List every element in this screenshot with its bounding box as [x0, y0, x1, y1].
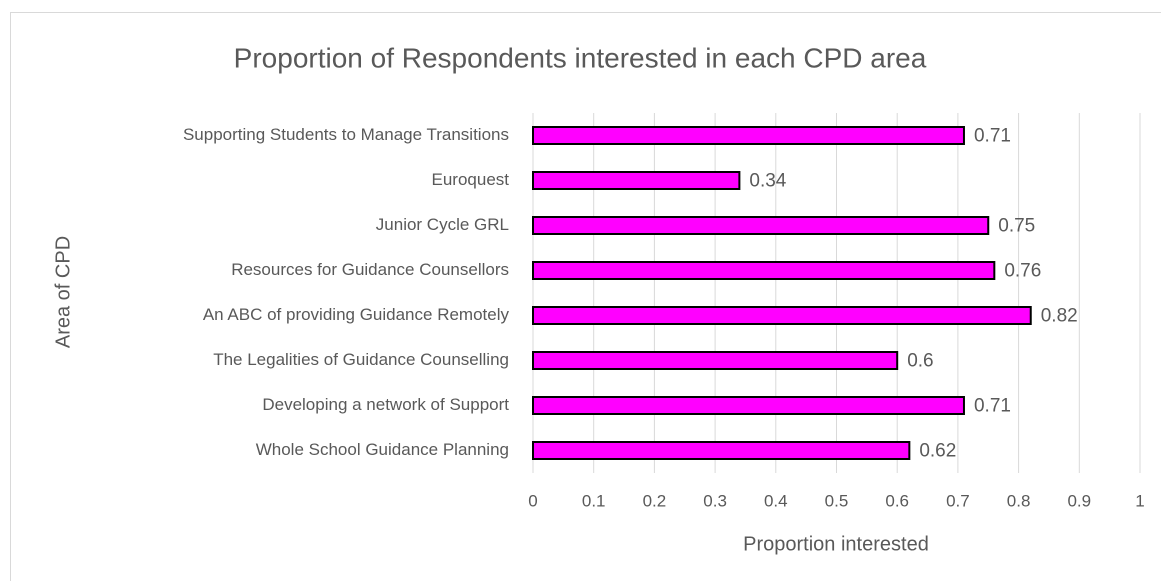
x-tick-label: 0.5: [825, 491, 849, 510]
x-tick-label: 0.8: [1007, 491, 1031, 510]
x-tick-label: 1: [1135, 491, 1144, 510]
data-label: 0.71: [974, 396, 1011, 417]
data-label: 0.6: [907, 351, 933, 372]
data-label: 0.62: [919, 441, 956, 462]
data-label: 0.76: [1004, 261, 1041, 282]
x-tick-label: 0.6: [885, 491, 909, 510]
y-tick-label: Resources for Guidance Counsellors: [231, 260, 509, 279]
x-tick-label: 0: [528, 491, 537, 510]
data-label: 0.82: [1041, 306, 1078, 327]
bar: [532, 216, 990, 235]
y-tick-label: The Legalities of Guidance Counselling: [213, 350, 509, 369]
x-tick-label: 0.1: [582, 491, 606, 510]
y-axis-title: Area of CPD: [52, 236, 74, 348]
y-tick-label: Supporting Students to Manage Transition…: [183, 125, 509, 144]
bar: [532, 261, 996, 280]
chart-title: Proportion of Respondents interested in …: [234, 42, 927, 73]
y-tick-label: Whole School Guidance Planning: [256, 440, 509, 459]
data-label: 0.34: [749, 171, 786, 192]
bar: [532, 306, 1032, 325]
x-tick-label: 0.3: [703, 491, 727, 510]
bar: [532, 396, 965, 415]
chart-frame: [10, 12, 1161, 581]
y-tick-label: Junior Cycle GRL: [376, 215, 509, 234]
bar: [532, 126, 965, 145]
bar: [532, 441, 911, 460]
bar: [532, 171, 741, 190]
x-tick-label: 0.7: [946, 491, 970, 510]
y-tick-label: An ABC of providing Guidance Remotely: [203, 305, 510, 324]
x-tick-label: 0.4: [764, 491, 788, 510]
data-label: 0.71: [974, 126, 1011, 147]
x-tick-label: 0.9: [1067, 491, 1091, 510]
data-label: 0.75: [998, 216, 1035, 237]
y-tick-label: Developing a network of Support: [262, 395, 509, 414]
y-tick-label: Euroquest: [432, 170, 510, 189]
bar: [532, 351, 899, 370]
x-axis-title: Proportion interested: [743, 533, 929, 555]
x-tick-label: 0.2: [643, 491, 667, 510]
